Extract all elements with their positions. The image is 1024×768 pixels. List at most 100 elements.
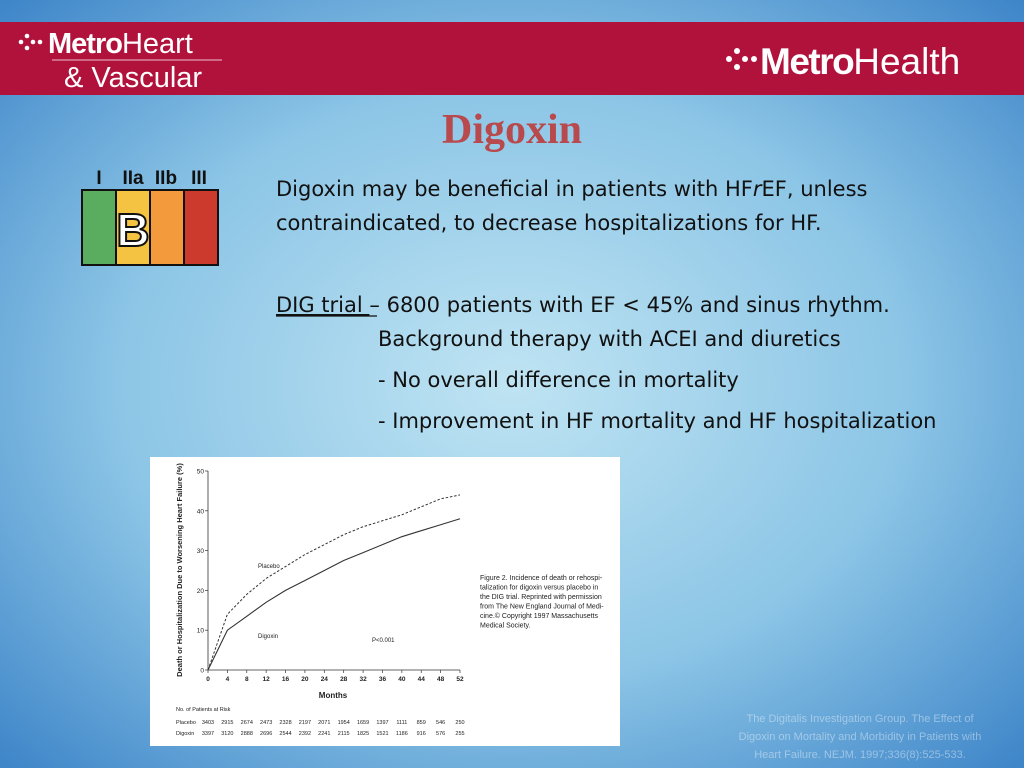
at-risk-count: 1521 [376, 731, 388, 737]
logo-dot [751, 56, 757, 62]
logo-light: Health [853, 41, 960, 82]
x-tick-label: 48 [437, 676, 445, 683]
at-risk-count: 2328 [279, 720, 291, 726]
logo-light: Heart [122, 28, 193, 60]
caption-line: talization for digoxin versus placebo in [480, 585, 598, 592]
y-tick-label: 10 [197, 628, 205, 635]
statement-part: EF, unless [762, 177, 868, 201]
logo-dot [726, 56, 732, 62]
x-tick-label: 8 [245, 676, 249, 683]
logo-dot [24, 33, 30, 39]
logo-dot [742, 56, 748, 62]
class-cell [115, 189, 151, 266]
at-risk-count: 2888 [241, 731, 253, 737]
trial-detail: - Improvement in HF mortality and HF hos… [378, 409, 937, 433]
logo-dot [24, 45, 30, 51]
at-risk-count: 3403 [202, 720, 214, 726]
at-risk-count: 2197 [299, 720, 311, 726]
y-tick-label: 50 [197, 469, 205, 476]
at-risk-count: 250 [455, 720, 464, 726]
series-line [207, 494, 461, 671]
x-tick-label: 36 [379, 676, 387, 683]
statement-line: Digoxin may be beneficial in patients wi… [276, 177, 867, 201]
at-risk-count: 1659 [357, 720, 369, 726]
at-risk-count: 1825 [357, 731, 369, 737]
y-tick-label: 20 [197, 588, 205, 595]
at-risk-count: 255 [455, 731, 464, 737]
at-risk-count: 916 [417, 731, 426, 737]
figure: Death or Hospitalization Due to Worsenin… [150, 457, 620, 746]
logo-text: MetroHealth [760, 41, 960, 82]
x-tick-label: 28 [340, 676, 348, 683]
at-risk-count: 2915 [221, 720, 233, 726]
logo-line2: & Vascular [64, 62, 202, 94]
at-risk-count: 1111 [396, 720, 407, 726]
series-line [207, 518, 461, 671]
slide-title: Digoxin [442, 107, 582, 153]
y-tick-label: 30 [197, 548, 205, 555]
x-tick-label: 16 [282, 676, 290, 683]
class-cell [149, 189, 185, 266]
citation-line: The Digitalis Investigation Group. The E… [746, 713, 974, 725]
caption-line: from The New England Journal of Medi- [480, 604, 604, 611]
at-risk-count: 2071 [318, 720, 330, 726]
x-tick-label: 20 [301, 676, 309, 683]
class-label: III [191, 168, 207, 189]
caption-line: cine.© Copyright 1997 Massachusetts [480, 612, 598, 620]
trial-line: DIG trial – 6800 patients with EF < 45% … [276, 293, 890, 317]
y-tick-label: 40 [197, 508, 205, 515]
caption-line: Figure 2. Incidence of death or rehospi- [480, 575, 603, 582]
class-label: IIb [155, 168, 177, 189]
at-risk-count: 2544 [279, 731, 291, 737]
x-tick-label: 4 [226, 676, 230, 683]
at-risk-count: 3120 [221, 731, 233, 737]
citation-line: Digoxin on Mortality and Morbidity in Pa… [739, 731, 982, 743]
at-risk-count: 859 [417, 720, 426, 726]
series-label: Digoxin [258, 634, 278, 640]
caption-line: the DIG trial. Reprinted with permission [480, 594, 602, 601]
trial-label: DIG trial [276, 293, 369, 317]
series-label: Placebo [258, 564, 280, 570]
logo-dot [18, 39, 24, 45]
x-axis-label: Months [319, 691, 348, 700]
trial-text: – 6800 patients with EF < 45% and sinus … [369, 293, 889, 317]
class-label: I [96, 168, 101, 189]
x-tick-label: 32 [359, 676, 367, 683]
class-label: IIa [122, 168, 144, 189]
logo-bold: Metro [48, 28, 122, 60]
at-risk-name: Placebo [176, 720, 196, 726]
at-risk-count: 576 [436, 731, 445, 737]
logo-dot [734, 48, 740, 54]
x-tick-label: 52 [456, 676, 464, 683]
at-risk-count: 546 [436, 720, 445, 726]
x-tick-label: 40 [398, 676, 406, 683]
caption-line: Medical Society. [480, 623, 531, 630]
level-letter: B [116, 204, 149, 256]
class-cell [81, 189, 117, 266]
trial-detail: - No overall difference in mortality [378, 368, 739, 392]
y-tick-label: 0 [200, 668, 204, 675]
citation: The Digitalis Investigation Group. The E… [739, 713, 982, 761]
logo-dot [37, 39, 43, 45]
trial-detail: Background therapy with ACEI and diureti… [378, 327, 841, 351]
statement-part: r [753, 177, 763, 201]
statement-part: Digoxin may be beneficial in patients wi… [276, 177, 753, 201]
at-risk-title: No. of Patients at Risk [176, 707, 231, 713]
at-risk-count: 2115 [338, 731, 350, 737]
at-risk-count: 3397 [202, 731, 214, 737]
annotation: P<0.001 [372, 638, 395, 644]
at-risk-count: 2696 [260, 731, 272, 737]
at-risk-count: 2392 [299, 731, 311, 737]
at-risk-name: Digoxin [176, 731, 194, 737]
x-tick-label: 44 [418, 676, 426, 683]
x-tick-label: 12 [263, 676, 271, 683]
header-bar [0, 22, 1024, 95]
logo-text: MetroHeart [48, 28, 193, 60]
at-risk-count: 2241 [318, 731, 330, 737]
at-risk-count: 1954 [338, 720, 350, 726]
at-risk-count: 2473 [260, 720, 272, 726]
x-tick-label: 0 [206, 676, 210, 683]
statement-line: contraindicated, to decrease hospitaliza… [276, 211, 822, 235]
logo-bold: Metro [760, 41, 854, 82]
